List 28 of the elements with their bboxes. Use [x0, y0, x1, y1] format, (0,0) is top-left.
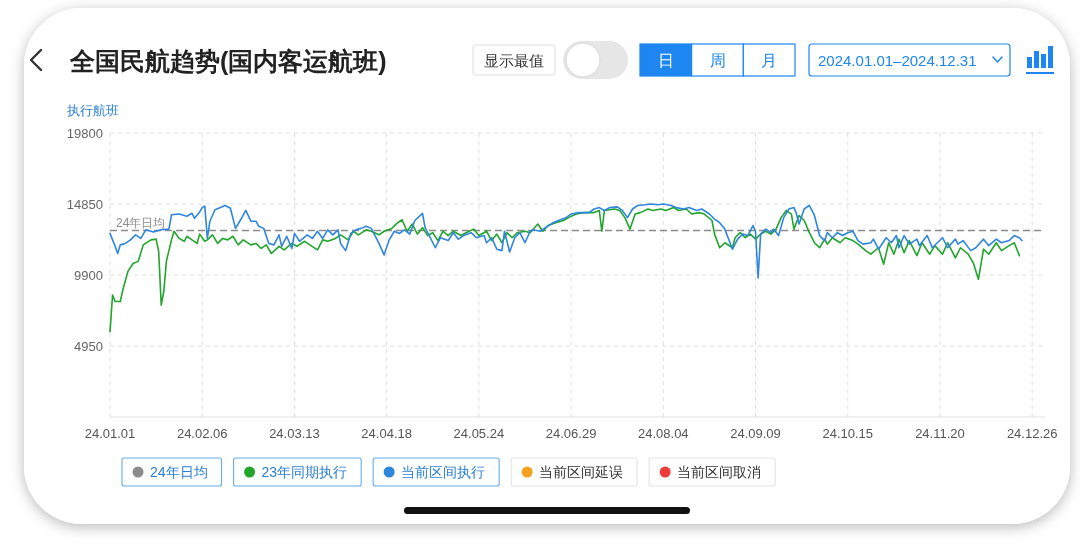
x-tick-label: 24.08.04: [638, 426, 689, 441]
ref-line-label: 24年日均: [116, 215, 166, 230]
control-toggle-label: 显示最值: [472, 44, 556, 76]
control-period-button: 日: [639, 43, 693, 77]
legend-label: 24年日均: [150, 464, 208, 480]
legend-label: 23年同期执行: [261, 464, 348, 480]
x-tick-label: 24.12.26: [1006, 426, 1058, 441]
legend-label: 当前区间延误: [539, 464, 624, 480]
y-tick-label: 4950: [74, 338, 103, 354]
x-tick-label: 24.04.18: [361, 426, 412, 441]
x-tick-label: 24.09.09: [730, 426, 781, 441]
x-tick-label: 24.02.06: [176, 426, 228, 441]
legend-label: 当前区间执行: [401, 464, 486, 480]
control-period-button: 周: [691, 43, 744, 77]
x-tick-label: 24.05.24: [453, 426, 505, 441]
x-tick-label: 24.06.29: [545, 426, 597, 441]
control-date-range: 2024.01.01–2024.12.31: [808, 43, 1011, 77]
legend-label: 当前区间取消: [677, 464, 762, 480]
chart-title: 全国民航趋势(国内客运航班): [69, 47, 387, 75]
y-axis-title: 执行航班: [67, 103, 119, 118]
y-tick-label: 19800: [66, 125, 103, 141]
x-tick-label: 24.10.15: [822, 426, 874, 441]
x-tick-label: 24.11.20: [915, 426, 965, 441]
y-tick-label: 9900: [74, 267, 103, 283]
y-tick-label: 14850: [66, 196, 103, 212]
control-period-button: 月: [742, 43, 796, 77]
x-tick-label: 24.01.01: [84, 426, 136, 441]
x-tick-label: 24.03.13: [269, 426, 320, 441]
